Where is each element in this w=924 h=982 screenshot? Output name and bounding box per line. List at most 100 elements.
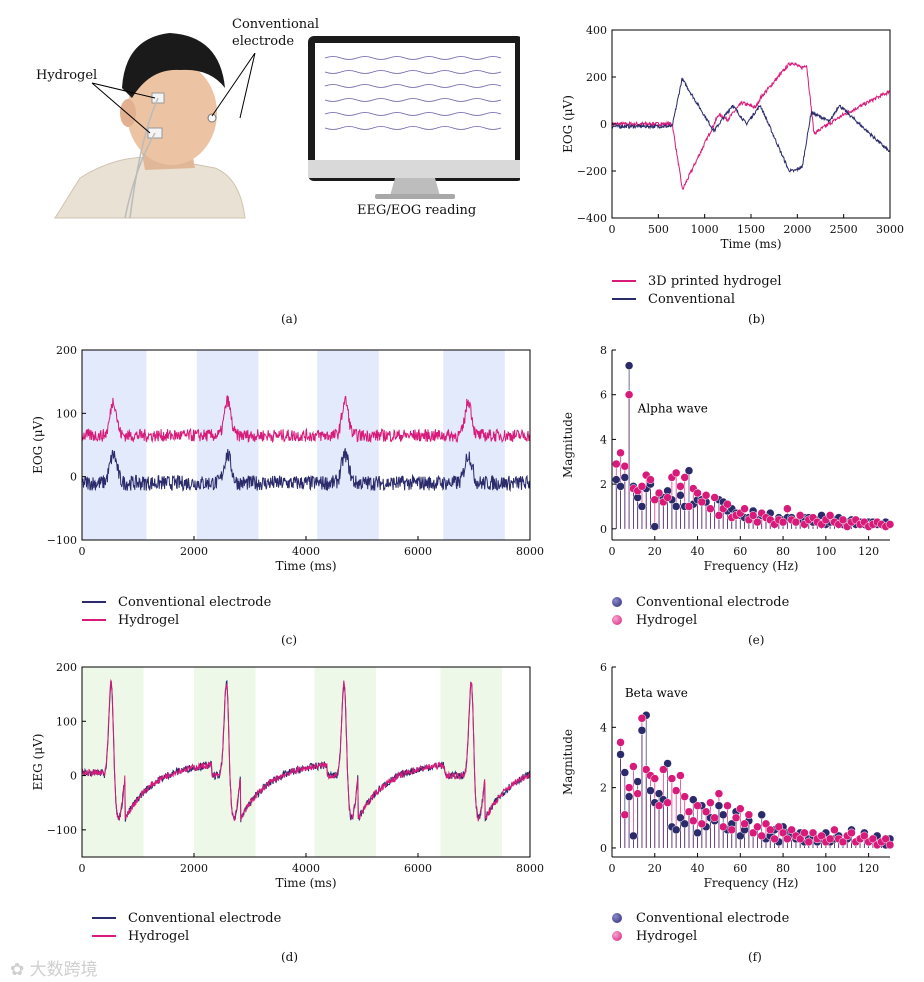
point-hydro bbox=[830, 825, 839, 835]
conventional-pointer bbox=[211, 52, 256, 119]
y-tick-label: 6 bbox=[600, 389, 607, 402]
point-hydro bbox=[710, 813, 719, 823]
legend-dot bbox=[612, 913, 622, 923]
point-hydro bbox=[641, 765, 651, 774]
point-hydro bbox=[671, 468, 681, 478]
legend-item: 3D printed hydrogel bbox=[612, 272, 782, 290]
point-conv bbox=[689, 795, 698, 804]
x-tick-label: 40 bbox=[691, 862, 705, 875]
x-tick-label: 0 bbox=[609, 862, 616, 875]
point-hydro bbox=[783, 504, 792, 513]
x-tick-label: 3000 bbox=[876, 223, 904, 236]
point-hydro bbox=[765, 825, 775, 835]
point-conv bbox=[736, 831, 745, 841]
legend-label: Conventional bbox=[648, 291, 736, 307]
point-hydro bbox=[697, 497, 707, 507]
point-hydro bbox=[667, 774, 677, 783]
x-axis-label: Frequency (Hz) bbox=[704, 876, 799, 890]
point-hydro bbox=[795, 834, 805, 844]
point-hydro bbox=[804, 837, 813, 847]
y-axis-label: EOG (μV) bbox=[561, 95, 575, 153]
point-hydro bbox=[684, 502, 694, 511]
legend-e: Conventional electrode Hydrogel bbox=[612, 593, 789, 629]
x-tick-label: 8000 bbox=[516, 862, 544, 875]
y-tick-label: −100 bbox=[47, 824, 77, 837]
legend-label: 3D printed hydrogel bbox=[648, 273, 782, 289]
legend-item: Hydrogel bbox=[92, 927, 281, 945]
y-tick-label: 0 bbox=[70, 471, 77, 484]
x-tick-label: 40 bbox=[691, 545, 705, 558]
x-tick-label: 0 bbox=[609, 223, 616, 236]
panel-a-illustration bbox=[40, 18, 523, 228]
x-tick-label: 1500 bbox=[737, 223, 765, 236]
legend-label: Conventional electrode bbox=[636, 594, 790, 610]
y-axis-label: Magnitude bbox=[561, 729, 575, 795]
point-hydro bbox=[881, 834, 890, 844]
point-hydro bbox=[663, 798, 672, 807]
legend-swatch bbox=[92, 917, 116, 919]
x-tick-label: 1000 bbox=[691, 223, 719, 236]
point-conv bbox=[646, 786, 655, 795]
y-tick-label: 2 bbox=[600, 478, 607, 491]
y-tick-label: 200 bbox=[586, 71, 607, 84]
point-conv bbox=[671, 825, 681, 835]
annotation-label: Alpha wave bbox=[637, 402, 708, 416]
x-tick-label: 2000 bbox=[180, 862, 208, 875]
point-hydro bbox=[757, 831, 766, 841]
legend-label: Hydrogel bbox=[118, 612, 180, 628]
x-tick-label: 0 bbox=[609, 545, 616, 558]
point-conv bbox=[624, 361, 634, 370]
y-tick-label: 100 bbox=[56, 715, 77, 728]
point-hydro bbox=[616, 448, 625, 458]
legend-d: Conventional electrode Hydrogel bbox=[92, 909, 281, 945]
point-hydro bbox=[671, 786, 681, 795]
legend-item: Hydrogel bbox=[82, 611, 271, 629]
point-hydro bbox=[778, 517, 788, 527]
point-hydro bbox=[847, 828, 856, 838]
legend-item: Hydrogel bbox=[612, 927, 789, 945]
point-hydro bbox=[740, 819, 749, 829]
point-hydro bbox=[710, 493, 719, 502]
legend-item: Conventional electrode bbox=[612, 909, 789, 927]
point-hydro bbox=[731, 813, 741, 823]
point-hydro bbox=[624, 390, 634, 399]
watermark-text: 大数跨境 bbox=[29, 960, 98, 980]
point-conv bbox=[633, 777, 642, 786]
point-hydro bbox=[860, 831, 869, 841]
x-tick-label: 6000 bbox=[404, 862, 432, 875]
point-hydro bbox=[620, 810, 630, 820]
panel-letter-d: (d) bbox=[281, 950, 299, 964]
legend-b: 3D printed hydrogel Conventional bbox=[612, 272, 782, 308]
point-hydro bbox=[885, 840, 895, 850]
legend-swatch bbox=[92, 935, 116, 937]
point-conv bbox=[616, 482, 625, 491]
shade-band bbox=[317, 350, 379, 540]
point-conv bbox=[654, 789, 664, 798]
point-conv bbox=[757, 810, 766, 820]
x-tick-label: 60 bbox=[733, 862, 747, 875]
point-hydro bbox=[676, 771, 685, 780]
x-axis-label: Time (ms) bbox=[275, 559, 336, 573]
watermark-logo-icon: ✿ bbox=[10, 960, 25, 980]
legend-c: Conventional electrode Hydrogel bbox=[82, 593, 271, 629]
point-hydro bbox=[654, 488, 664, 498]
point-hydro bbox=[727, 825, 737, 835]
point-hydro bbox=[808, 828, 818, 838]
point-hydro bbox=[620, 461, 630, 471]
x-tick-label: 4000 bbox=[292, 545, 320, 558]
point-hydro bbox=[706, 798, 715, 807]
shade-band bbox=[443, 350, 505, 540]
point-conv bbox=[624, 792, 634, 801]
point-hydro bbox=[774, 822, 784, 832]
point-hydro bbox=[825, 834, 835, 844]
point-hydro bbox=[718, 822, 728, 832]
monitor-icon bbox=[308, 36, 523, 199]
watermark: ✿ 大数跨境 bbox=[10, 955, 98, 980]
x-tick-label: 2000 bbox=[783, 223, 811, 236]
point-conv bbox=[629, 831, 638, 841]
point-hydro bbox=[612, 459, 621, 469]
label-hydrogel: Hydrogel bbox=[36, 68, 98, 83]
point-hydro bbox=[736, 804, 745, 813]
